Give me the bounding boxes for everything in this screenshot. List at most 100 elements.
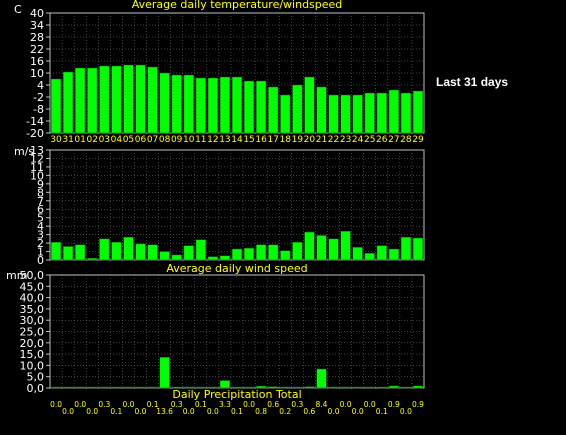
bar [171, 74, 182, 134]
bar [159, 251, 170, 261]
y-tick-label: 4 [37, 220, 44, 233]
x-tick-label: 17 [267, 135, 278, 145]
x-tick-label: 16 [255, 135, 267, 145]
y-tick-label: 0 [37, 254, 44, 267]
bar [135, 64, 146, 134]
data-label: 0.0 [400, 407, 412, 416]
x-tick-label: 14 [231, 135, 243, 145]
bar [183, 386, 194, 389]
bar [50, 241, 62, 261]
y-tick-label: 5,0 [27, 371, 45, 384]
bar [364, 92, 375, 134]
x-tick-label: 21 [316, 135, 327, 145]
x-tick-label: 25 [364, 135, 375, 145]
y-tick-label: 9 [37, 178, 44, 191]
data-label: 0.1 [195, 400, 207, 409]
y-tick-label: 11 [30, 161, 44, 174]
y-tick-label: 45,0 [20, 280, 45, 293]
x-tick-label: 18 [280, 135, 292, 145]
y-tick-label: 1 [37, 246, 44, 259]
bar [268, 86, 279, 134]
bar [171, 386, 182, 389]
bar [123, 386, 134, 389]
y-tick-label: 40,0 [20, 292, 45, 305]
bar [400, 92, 411, 134]
x-tick-label: 09 [171, 135, 183, 145]
bar [50, 78, 62, 134]
y-tick-label: 15,0 [20, 348, 45, 361]
x-tick-label: 26 [376, 135, 388, 145]
x-tick-label: 03 [99, 135, 110, 145]
chart-title: Daily Precipitation Total [172, 388, 301, 401]
bar [219, 76, 231, 134]
bar [412, 90, 424, 134]
x-tick-label: 30 [50, 135, 62, 145]
bar [207, 77, 218, 134]
bar [364, 386, 375, 389]
bar [99, 65, 110, 134]
y-tick-label: 10 [30, 169, 44, 182]
bar [292, 386, 303, 389]
bar [304, 76, 315, 134]
data-label: 0.0 [364, 400, 376, 409]
data-label: 0.1 [110, 407, 122, 416]
data-label: 0.0 [74, 400, 86, 409]
y-tick-label: 6 [37, 203, 44, 216]
bar [400, 236, 411, 261]
y-tick-label: 28 [30, 31, 44, 44]
bar [147, 386, 158, 389]
data-label: 0.0 [135, 407, 147, 416]
bar [50, 386, 62, 389]
data-label: 0.0 [50, 400, 62, 409]
bar [231, 76, 243, 134]
bar [75, 244, 86, 261]
x-tick-label: 27 [388, 135, 399, 145]
x-tick-label: 04 [111, 135, 123, 145]
bar [256, 244, 267, 261]
bar [111, 386, 122, 389]
bar [376, 92, 387, 134]
bar [328, 386, 339, 389]
bar [219, 380, 231, 389]
y-tick-label: 5 [37, 212, 44, 225]
data-label: 0.0 [62, 407, 74, 416]
y-tick-label: 35,0 [20, 303, 45, 316]
x-tick-label: 29 [412, 135, 424, 145]
x-tick-label: 28 [400, 135, 412, 145]
data-label: 0.0 [243, 400, 255, 409]
y-tick-label: 40 [30, 7, 44, 20]
y-tick-label: -2 [33, 91, 44, 104]
y-tick-label: -20 [26, 127, 44, 140]
bar [159, 72, 170, 134]
x-tick-label: 19 [292, 135, 304, 145]
data-label: 0.6 [303, 407, 315, 416]
x-tick-label: 15 [243, 135, 254, 145]
y-tick-label: 13 [30, 144, 44, 157]
data-label: 0.0 [352, 407, 364, 416]
y-tick-label: 25,0 [20, 326, 45, 339]
bar [123, 64, 134, 134]
bar [412, 237, 424, 261]
data-label: 0.0 [207, 407, 219, 416]
bar [207, 256, 218, 261]
x-tick-label: 31 [62, 135, 73, 145]
bar [111, 241, 122, 261]
bar [87, 67, 98, 134]
bar [376, 386, 387, 389]
bar [388, 248, 399, 261]
bar [388, 89, 399, 134]
bar [412, 385, 424, 389]
y-tick-label: 20,0 [20, 337, 45, 350]
data-label: 0.1 [376, 407, 388, 416]
data-label: 0.3 [171, 400, 183, 409]
bar [183, 245, 194, 261]
y-axis-label: C [14, 3, 22, 16]
bar [243, 386, 255, 389]
y-tick-label: 22 [30, 43, 44, 56]
bar [135, 243, 146, 261]
bar [268, 386, 279, 389]
bar [195, 386, 206, 389]
precipitation-chart: 50,045,040,035,030,025,020,015,010,05,00… [6, 269, 425, 416]
